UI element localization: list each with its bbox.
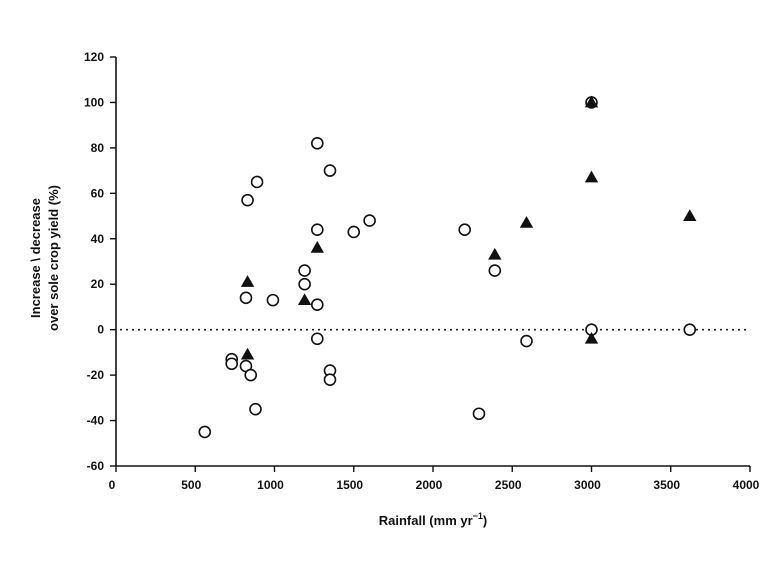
data-point-triangle [683,209,697,221]
data-point-triangle [240,347,255,360]
data-point-circle [250,175,264,189]
data-point-circle [310,298,324,311]
data-point-triangle [297,293,312,306]
x-tick-label: 3000 [574,478,601,492]
y-tick-label: 40 [91,232,105,246]
data-point-circle [488,264,502,277]
data-point-triangle [584,95,599,108]
data-point-circle [323,164,337,177]
data-point-triangle [488,247,502,260]
data-point-triangle [584,331,599,344]
x-tick-label: 500 [181,478,201,492]
y-axis-title-line-2: over sole crop yield (%) [46,185,61,331]
data-point-circle [458,223,472,236]
data-point-triangle [584,170,599,183]
data-point-circle [520,334,533,348]
data-point-triangle [519,216,534,228]
data-point-circle [266,293,280,307]
data-point-circle [347,225,361,239]
x-axis-title-suffix: ) [483,513,487,528]
x-ticks: 0 500 1000 1500 2000 2500 3000 3500 4000 [109,466,760,492]
y-axis-title-line-1: Increase \ decrease [28,198,43,318]
y-tick-label: 60 [91,186,105,200]
y-axis-title: Increase \ decrease over sole crop yield… [28,185,61,331]
y-tick-label: -60 [87,459,105,473]
data-points [198,95,697,439]
x-axis: 0 500 1000 1500 2000 2500 3000 3500 4000 [109,465,760,492]
data-point-circle [363,214,376,227]
x-tick-label: 4000 [733,478,760,492]
y-tick-label: 80 [91,141,105,155]
y-tick-label: 0 [97,323,104,337]
data-point-circle [239,291,253,305]
data-point-circle [310,223,324,236]
x-tick-label: 3500 [653,478,680,492]
data-point-circle [225,357,239,371]
data-point-circle [310,332,324,346]
x-tick-label: 2000 [416,478,443,492]
y-tick-label: 100 [84,95,104,109]
x-tick-label: 2500 [495,478,522,492]
y-tick-label: -20 [87,368,105,382]
x-tick-label: 1000 [257,478,284,492]
data-point-circle [244,368,258,382]
x-tick-label: 0 [109,478,116,492]
data-point-circle [241,193,254,207]
y-ticks: -60 -40 -20 0 20 40 60 80 100 120 [84,50,116,473]
data-point-circle [310,137,324,150]
y-axis: -60 -40 -20 0 20 40 60 80 100 120 [84,50,117,473]
data-point-circle [249,402,262,416]
x-tick-label: 1500 [336,478,363,492]
data-point-circle [198,425,212,439]
data-point-triangle [240,275,255,287]
y-tick-label: 20 [91,277,105,291]
y-tick-label: 120 [84,50,104,64]
data-point-circle [683,323,697,336]
data-point-circle [298,264,311,277]
data-point-triangle [310,241,324,253]
y-tick-label: -40 [87,414,105,428]
data-point-circle [298,277,311,291]
x-axis-title: Rainfall (mm yr−1) [379,511,488,528]
x-axis-title-superscript: −1 [473,511,483,521]
data-point-circle [472,407,486,421]
data-point-circle [323,373,337,386]
